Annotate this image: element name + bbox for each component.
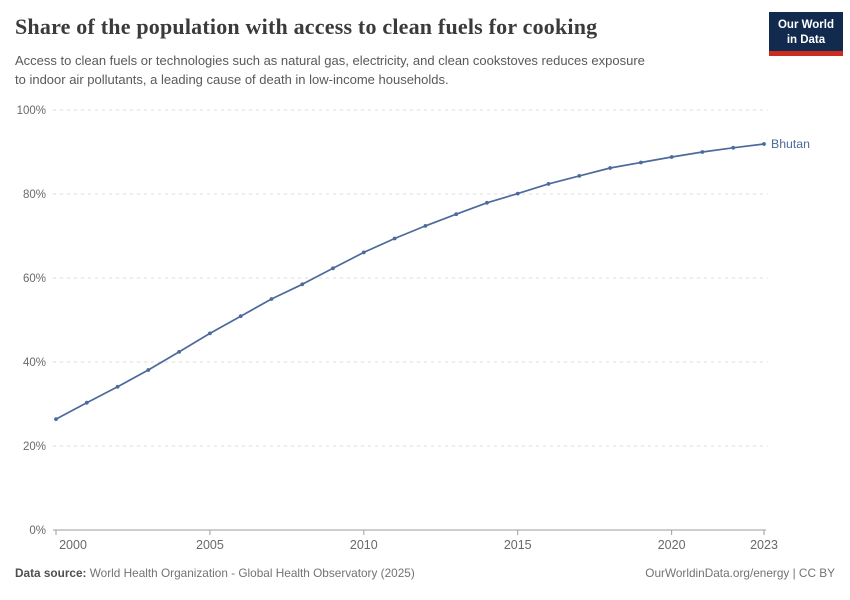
data-source-text: World Health Organization - Global Healt… (86, 566, 415, 580)
data-point-2012[interactable] (423, 224, 428, 228)
data-point-2007[interactable] (269, 297, 274, 301)
data-point-2017[interactable] (577, 174, 582, 178)
y-tick-label-80: 80% (23, 189, 46, 201)
x-tick-label-2000: 2000 (59, 538, 87, 552)
data-point-2018[interactable] (608, 166, 612, 170)
owid-logo-line1: Our World (777, 19, 834, 31)
series-line-bhutan (55, 143, 765, 420)
page-title: Share of the population with access to c… (15, 14, 598, 39)
y-tick-label-60: 60% (23, 273, 46, 285)
data-point-2014[interactable] (485, 200, 489, 205)
data-point-2001[interactable] (84, 400, 89, 405)
data-point-2005[interactable] (208, 331, 212, 336)
chart-subtitle-line1: Access to clean fuels or technologies su… (15, 53, 645, 68)
y-tick-label-40: 40% (23, 357, 46, 369)
data-point-2004[interactable] (177, 350, 182, 354)
owid-logo-line2: in Data (786, 33, 826, 46)
data-point-2000[interactable] (54, 417, 58, 421)
x-tick-label-2015: 2015 (504, 538, 532, 552)
data-point-2019[interactable] (639, 160, 643, 165)
series-label-bhutan[interactable]: Bhutan (771, 137, 810, 151)
chart-canvas[interactable]: 0% 20% 40% 60% 80% 100% 2000 2005 2010 2015 2020 20… (0, 100, 850, 558)
data-point-2002[interactable] (115, 384, 120, 389)
data-point-2021[interactable] (700, 150, 705, 154)
data-point-2020[interactable] (669, 155, 674, 159)
chart-subtitle: Access to clean fuels or technologies su… (15, 52, 755, 90)
x-tick-label-2020: 2020 (658, 538, 686, 552)
chart-footer: Data source: World Health Organization -… (15, 566, 835, 580)
line-chart[interactable]: 0% 20% 40% 60% 80% 100% 2000 2005 2010 2015 2020 20… (0, 100, 850, 558)
data-source-label: Data source: (15, 566, 87, 580)
data-point-2008[interactable] (300, 282, 305, 287)
data-point-2022[interactable] (731, 145, 736, 150)
data-point-2016[interactable] (546, 182, 551, 186)
data-point-2010[interactable] (361, 250, 366, 255)
y-tick-label-20: 20% (23, 441, 46, 453)
x-tick-label-2010: 2010 (350, 538, 378, 552)
owid-logo: Our World in Data (768, 12, 843, 57)
data-point-2011[interactable] (392, 236, 397, 241)
data-source: Data source: World Health Organization -… (15, 566, 415, 580)
chart-subtitle-line2: to indoor air pollutants, a leading caus… (15, 71, 449, 87)
data-point-2006[interactable] (238, 314, 243, 319)
data-point-2015[interactable] (515, 191, 520, 196)
data-point-2009[interactable] (331, 266, 335, 271)
x-tick-label-2023: 2023 (750, 538, 778, 552)
data-point-2013[interactable] (454, 212, 459, 217)
y-tick-label-0: 0% (29, 525, 46, 537)
y-tick-label-100: 100% (17, 105, 46, 117)
data-point-2003[interactable] (146, 368, 151, 372)
x-tick-label-2005: 2005 (196, 538, 224, 552)
license-link[interactable]: OurWorldinData.org/energy | CC BY (645, 566, 835, 580)
data-point-2023[interactable] (762, 142, 766, 146)
